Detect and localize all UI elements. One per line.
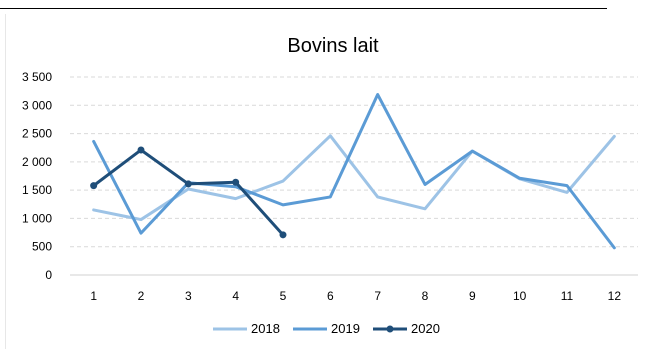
legend-label-2020: 2020 [411, 321, 440, 336]
x-tick-label: 4 [232, 289, 239, 303]
series-lines [90, 93, 616, 250]
legend: 2018 2019 2020 [213, 321, 440, 336]
y-tick-label: 1 500 [22, 183, 52, 197]
legend-marker-2020 [386, 325, 394, 333]
top-border-line [0, 8, 607, 9]
x-tick-label: 1 [90, 289, 97, 303]
x-axis-ticks: 1 2 3 4 5 6 7 8 9 10 11 12 [90, 289, 621, 303]
y-tick-label: 2 000 [22, 155, 52, 169]
y-axis-ticks: 0 500 1 000 1 500 2 000 2 500 3 000 3 500 [22, 70, 52, 282]
x-tick-label: 12 [608, 289, 622, 303]
data-point-2020 [90, 182, 98, 190]
chart-title: Bovins lait [287, 35, 379, 57]
x-tick-label: 8 [422, 289, 429, 303]
legend-label-2019: 2019 [331, 321, 360, 336]
y-tick-label: 3 000 [22, 98, 52, 112]
data-point-2020 [232, 178, 240, 186]
y-tick-label: 500 [32, 240, 52, 254]
x-tick-label: 2 [138, 289, 145, 303]
series-line-2019 [92, 93, 616, 250]
x-tick-label: 7 [374, 289, 381, 303]
x-tick-label: 3 [185, 289, 192, 303]
y-tick-label: 2 500 [22, 127, 52, 141]
data-point-2020 [184, 180, 192, 188]
left-border-line [5, 14, 6, 349]
x-tick-label: 9 [469, 289, 476, 303]
data-point-2020 [279, 231, 287, 239]
y-tick-label: 3 500 [22, 70, 52, 84]
legend-label-2018: 2018 [251, 321, 280, 336]
x-tick-label: 5 [280, 289, 287, 303]
x-tick-label: 10 [513, 289, 527, 303]
y-tick-label: 0 [45, 268, 52, 282]
data-point-2020 [137, 146, 145, 154]
series-line-2018 [92, 134, 616, 222]
x-tick-label: 11 [561, 289, 574, 303]
gridlines [70, 76, 638, 276]
x-tick-label: 6 [327, 289, 334, 303]
y-tick-label: 1 000 [22, 211, 52, 225]
